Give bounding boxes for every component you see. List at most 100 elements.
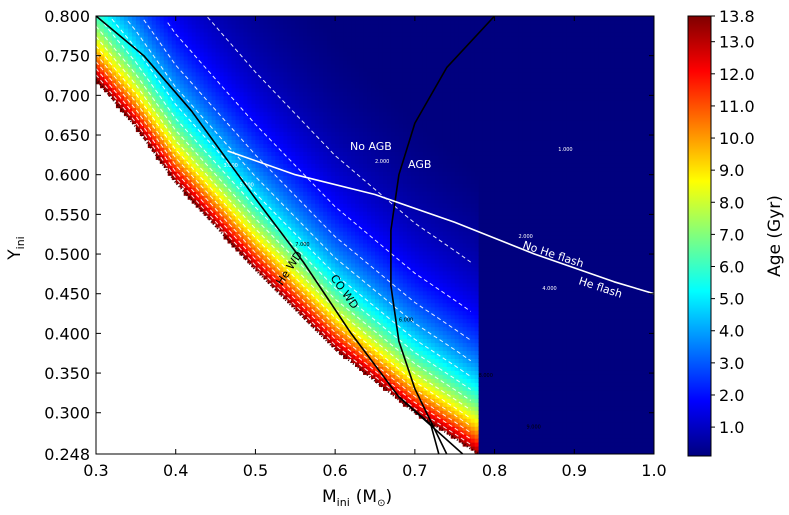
heat-cell (287, 151, 292, 156)
heat-cell (175, 155, 181, 160)
heat-cell (123, 59, 129, 65)
heat-cell (111, 91, 117, 97)
heat-cell (239, 242, 245, 248)
heat-cell (171, 51, 177, 57)
heat-cell (283, 151, 288, 156)
heat-cell (347, 302, 352, 308)
heat-cell (307, 151, 312, 156)
heat-cell (331, 223, 336, 228)
heat-cell (139, 23, 145, 29)
heat-cell (195, 107, 201, 113)
heat-cell (183, 59, 189, 65)
heat-cell (343, 127, 348, 133)
heat-cell (375, 119, 380, 125)
heat-cell (267, 175, 272, 180)
heat-cell (402, 19, 408, 25)
heat-cell (191, 131, 197, 137)
heat-cell (319, 35, 324, 41)
heat-cell (107, 23, 113, 29)
heat-cell (355, 115, 360, 121)
heat-cell (335, 199, 340, 204)
heat-cell (219, 187, 225, 192)
heat-cell (402, 274, 408, 280)
heat-cell (199, 203, 205, 208)
heat-cell (263, 115, 268, 121)
heat-cell (315, 298, 320, 304)
heat-cell (394, 23, 400, 29)
heat-cell (323, 318, 328, 324)
heat-cell (378, 147, 384, 152)
heat-cell (255, 235, 261, 240)
heat-cell (291, 227, 296, 232)
heat-cell (323, 191, 328, 196)
heat-cell (355, 171, 360, 176)
heat-cell (183, 99, 189, 105)
heat-cell (339, 314, 344, 320)
heat-cell (363, 16, 368, 21)
heat-cell (390, 227, 396, 232)
heat-cell (363, 127, 368, 133)
heat-cell (303, 95, 308, 101)
heat-cell (183, 91, 189, 97)
heat-cell (351, 215, 356, 220)
heat-cell (303, 75, 308, 81)
heat-cell (351, 354, 356, 360)
heat-cell (331, 227, 336, 232)
heat-cell (239, 79, 245, 85)
heat-cell (406, 334, 412, 340)
heat-cell (363, 55, 368, 61)
heat-cell (267, 231, 272, 236)
heat-cell (359, 195, 364, 200)
heat-cell (371, 274, 376, 280)
heat-cell (287, 127, 292, 133)
heat-cell (295, 55, 300, 61)
heat-cell (163, 23, 169, 29)
heat-cell (243, 39, 249, 45)
heat-cell (307, 75, 312, 81)
heat-cell (307, 314, 312, 320)
heat-cell (175, 143, 181, 148)
heat-cell (295, 163, 300, 168)
heat-cell (398, 254, 404, 260)
heat-cell (131, 59, 137, 65)
heat-cell (303, 67, 308, 73)
heat-cell (323, 314, 328, 320)
heat-cell (235, 123, 241, 129)
heat-cell (175, 23, 181, 29)
heat-cell (211, 16, 217, 21)
heat-cell (410, 250, 416, 256)
heat-cell (307, 235, 312, 240)
heat-cell (267, 167, 272, 172)
heat-cell (414, 258, 420, 264)
heat-cell (287, 262, 292, 268)
heat-cell (351, 75, 356, 81)
heat-cell (410, 310, 416, 316)
heat-cell (398, 382, 404, 387)
heat-cell (410, 23, 416, 29)
heat-cell (223, 63, 229, 69)
heat-cell (410, 39, 416, 45)
heat-cell (347, 314, 352, 320)
heat-cell (275, 107, 280, 113)
heat-cell (410, 103, 416, 109)
heat-cell (255, 215, 261, 220)
heat-cell (355, 346, 360, 352)
heat-cell (371, 358, 376, 364)
heat-cell (382, 187, 388, 192)
heat-cell (311, 59, 316, 65)
heat-cell (251, 183, 257, 188)
heat-cell (351, 39, 356, 45)
heat-cell (315, 55, 320, 61)
heat-cell (303, 19, 308, 25)
heat-cell (263, 167, 268, 172)
heat-cell (179, 16, 185, 21)
heat-cell (191, 103, 197, 109)
heat-cell (394, 167, 400, 172)
heat-cell (382, 298, 388, 304)
heat-cell (247, 211, 253, 216)
heat-cell (319, 83, 324, 89)
heat-cell (139, 35, 145, 41)
heat-cell (378, 91, 384, 97)
heat-cell (291, 75, 296, 81)
heat-cell (143, 63, 149, 69)
